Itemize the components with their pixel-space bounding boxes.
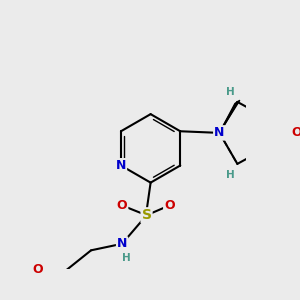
Text: S: S [142,208,152,222]
Text: O: O [292,126,300,140]
Text: H: H [226,87,235,97]
Text: H: H [226,170,235,180]
Text: O: O [33,262,44,276]
Text: N: N [214,126,225,140]
Text: N: N [117,237,127,250]
Polygon shape [219,100,240,133]
Text: N: N [116,159,126,172]
Text: N: N [214,126,225,140]
Text: O: O [117,199,128,212]
Text: H: H [122,254,130,263]
Text: O: O [164,199,175,212]
